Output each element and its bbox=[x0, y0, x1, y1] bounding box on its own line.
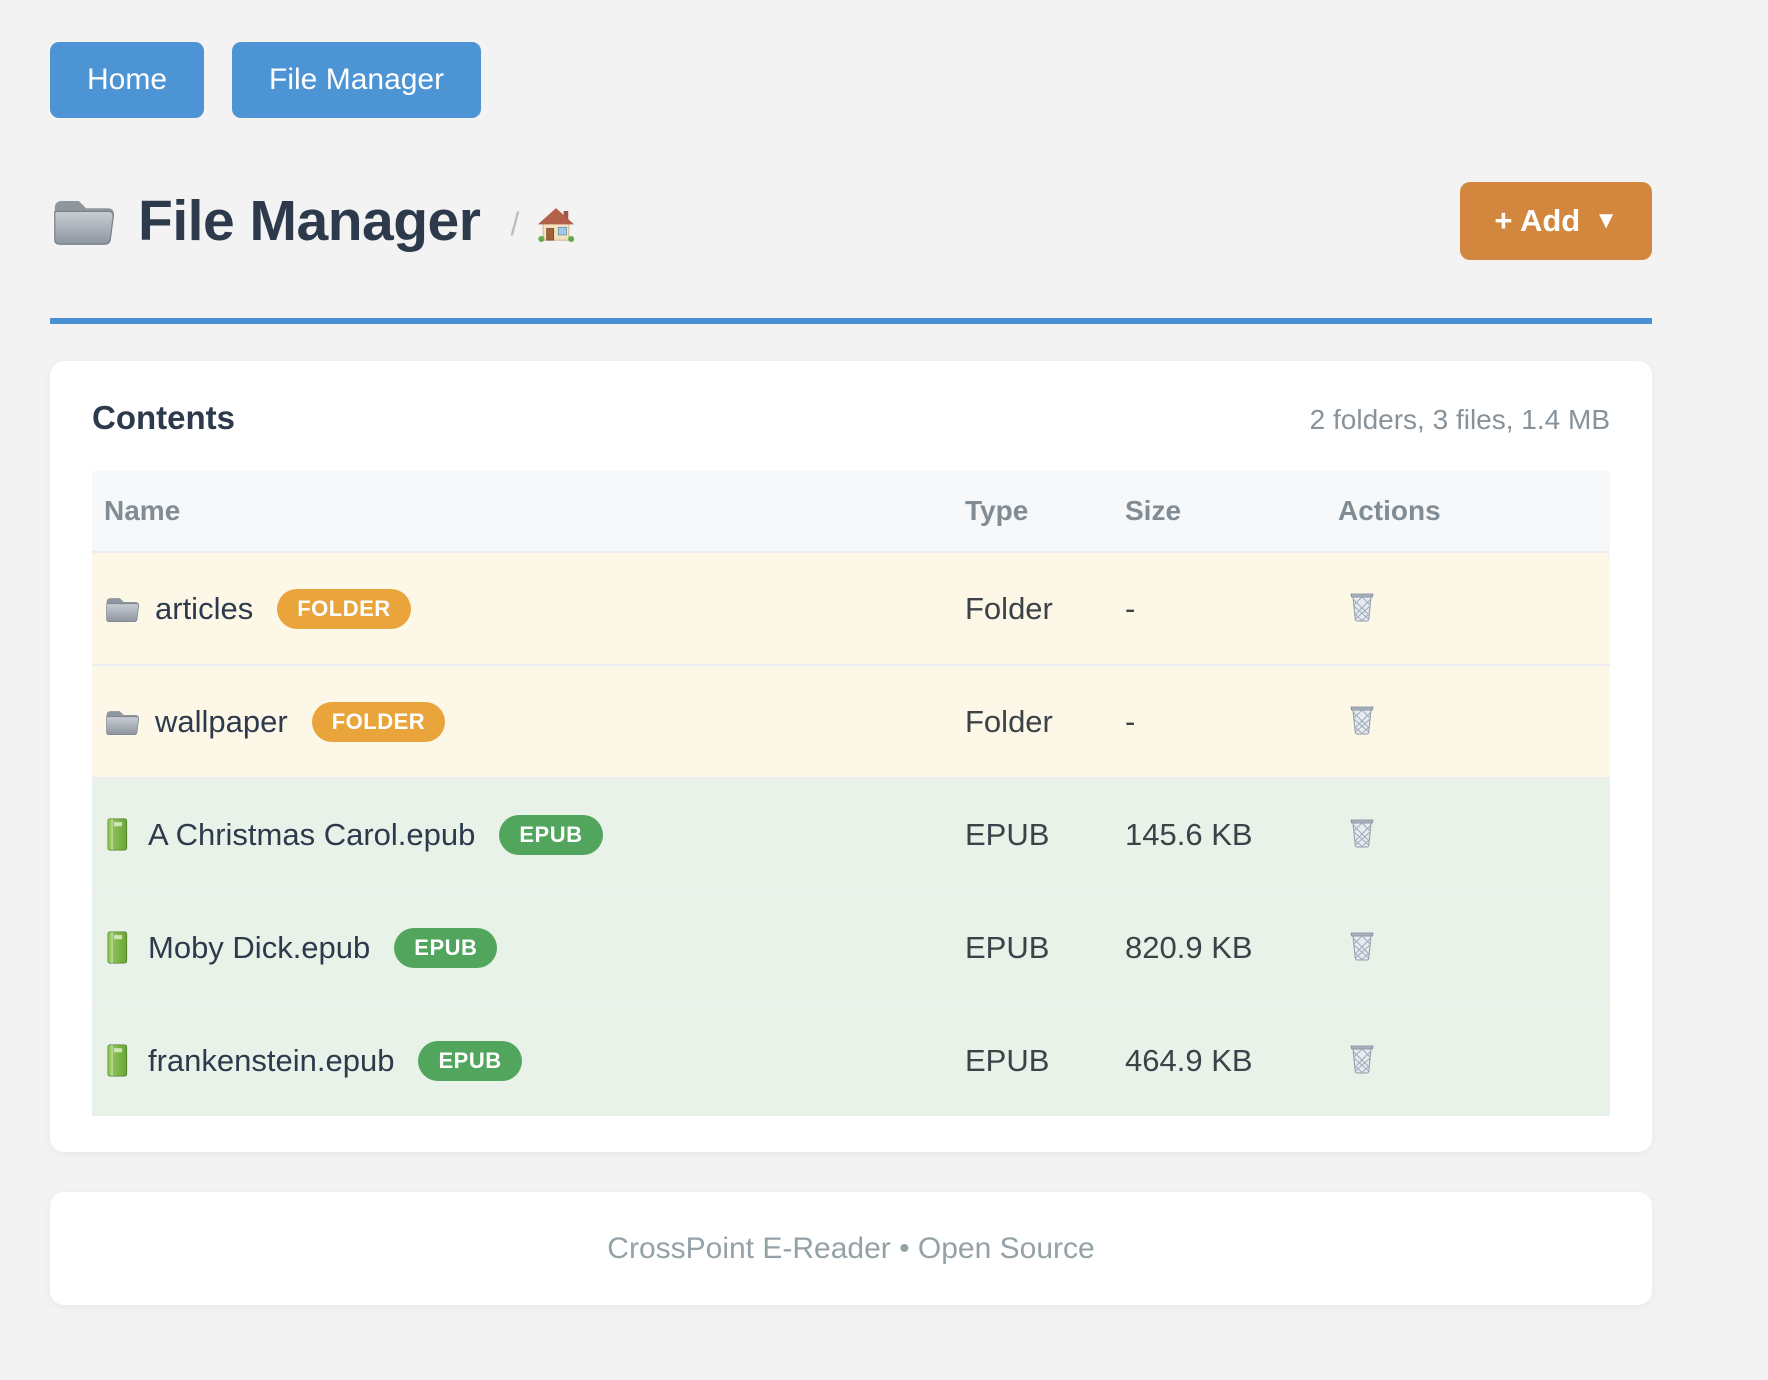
actions-cell bbox=[1338, 701, 1610, 742]
file-table: Name Type Size Actions articles FOLDER Folder… bbox=[92, 471, 1610, 1116]
file-size: 820.9 KB bbox=[1125, 929, 1253, 965]
delete-button[interactable] bbox=[1346, 927, 1378, 968]
name-cell: Moby Dick.epub EPUB bbox=[92, 927, 965, 968]
delete-button[interactable] bbox=[1346, 588, 1378, 629]
nav-home-button[interactable]: Home bbox=[50, 42, 205, 118]
file-type: Folder bbox=[965, 703, 1053, 739]
folder-icon bbox=[104, 707, 139, 737]
top-nav: Home File Manager bbox=[50, 42, 1652, 118]
delete-button[interactable] bbox=[1346, 814, 1378, 855]
actions-cell bbox=[1338, 588, 1610, 629]
column-header-name: Name bbox=[104, 495, 181, 526]
name-cell: wallpaper FOLDER bbox=[92, 701, 965, 742]
breadcrumb-separator: / bbox=[510, 205, 520, 242]
contents-summary: 2 folders, 3 files, 1.4 MB bbox=[1309, 404, 1610, 435]
column-header-actions: Actions bbox=[1338, 495, 1441, 526]
folder-icon bbox=[104, 594, 139, 624]
page-header: File Manager / + Add ▼ bbox=[50, 182, 1652, 260]
type-badge: EPUB bbox=[418, 1040, 522, 1081]
footer: CrossPoint E-Reader • Open Source bbox=[50, 1192, 1652, 1305]
type-badge: EPUB bbox=[499, 814, 603, 855]
delete-button[interactable] bbox=[1346, 1040, 1378, 1081]
folder-icon bbox=[50, 193, 114, 249]
delete-button[interactable] bbox=[1346, 701, 1378, 742]
caret-down-icon: ▼ bbox=[1594, 207, 1618, 234]
footer-text: CrossPoint E-Reader • Open Source bbox=[607, 1231, 1095, 1265]
trash-icon bbox=[1348, 1042, 1376, 1074]
actions-cell bbox=[1338, 814, 1610, 855]
file-name[interactable]: wallpaper bbox=[155, 703, 288, 739]
book-icon bbox=[104, 1044, 132, 1077]
table-row[interactable]: frankenstein.epub EPUB EPUB 464.9 KB bbox=[92, 1003, 1610, 1116]
type-badge: FOLDER bbox=[277, 588, 411, 629]
table-row[interactable]: A Christmas Carol.epub EPUB EPUB 145.6 KB bbox=[92, 777, 1610, 890]
column-header-type: Type bbox=[965, 495, 1029, 526]
actions-cell bbox=[1338, 927, 1610, 968]
file-name[interactable]: A Christmas Carol.epub bbox=[148, 816, 476, 852]
file-size: 464.9 KB bbox=[1125, 1042, 1253, 1078]
file-name[interactable]: frankenstein.epub bbox=[148, 1042, 395, 1078]
name-cell: articles FOLDER bbox=[92, 588, 965, 629]
file-manager-page: Home File Manager File Manager / + Add ▼… bbox=[50, 0, 1652, 1305]
title-underline bbox=[50, 318, 1652, 324]
actions-cell bbox=[1338, 1040, 1610, 1081]
home-icon[interactable] bbox=[535, 204, 577, 246]
name-cell: frankenstein.epub EPUB bbox=[92, 1040, 965, 1081]
book-icon bbox=[104, 931, 132, 964]
file-size: - bbox=[1125, 703, 1136, 739]
file-name[interactable]: articles bbox=[155, 590, 254, 626]
contents-card-header: Contents 2 folders, 3 files, 1.4 MB bbox=[92, 399, 1610, 437]
page-title-group: File Manager / bbox=[50, 188, 577, 254]
file-type: EPUB bbox=[965, 929, 1050, 965]
file-size: 145.6 KB bbox=[1125, 816, 1253, 852]
trash-icon bbox=[1348, 816, 1376, 848]
nav-file-manager-button[interactable]: File Manager bbox=[232, 42, 482, 118]
column-header-size: Size bbox=[1125, 495, 1182, 526]
file-size: - bbox=[1125, 590, 1136, 626]
page-title: File Manager bbox=[138, 189, 481, 253]
table-body: articles FOLDER Folder - wallpaper FOLDER Fold… bbox=[92, 551, 1610, 1116]
type-badge: EPUB bbox=[394, 927, 498, 968]
contents-title: Contents bbox=[92, 399, 235, 436]
file-name[interactable]: Moby Dick.epub bbox=[148, 929, 371, 965]
table-row[interactable]: Moby Dick.epub EPUB EPUB 820.9 KB bbox=[92, 890, 1610, 1003]
trash-icon bbox=[1348, 703, 1376, 735]
file-type: EPUB bbox=[965, 816, 1050, 852]
file-type: EPUB bbox=[965, 1042, 1050, 1078]
table-row[interactable]: wallpaper FOLDER Folder - bbox=[92, 664, 1610, 777]
add-button-label: + Add bbox=[1494, 203, 1581, 238]
table-header: Name Type Size Actions bbox=[92, 471, 1610, 551]
contents-card: Contents 2 folders, 3 files, 1.4 MB Name… bbox=[50, 361, 1652, 1152]
add-button[interactable]: + Add ▼ bbox=[1460, 182, 1652, 260]
name-cell: A Christmas Carol.epub EPUB bbox=[92, 814, 965, 855]
table-row[interactable]: articles FOLDER Folder - bbox=[92, 551, 1610, 664]
type-badge: FOLDER bbox=[311, 701, 446, 742]
trash-icon bbox=[1348, 929, 1376, 961]
book-icon bbox=[104, 818, 132, 851]
trash-icon bbox=[1348, 590, 1376, 622]
file-type: Folder bbox=[965, 590, 1053, 626]
